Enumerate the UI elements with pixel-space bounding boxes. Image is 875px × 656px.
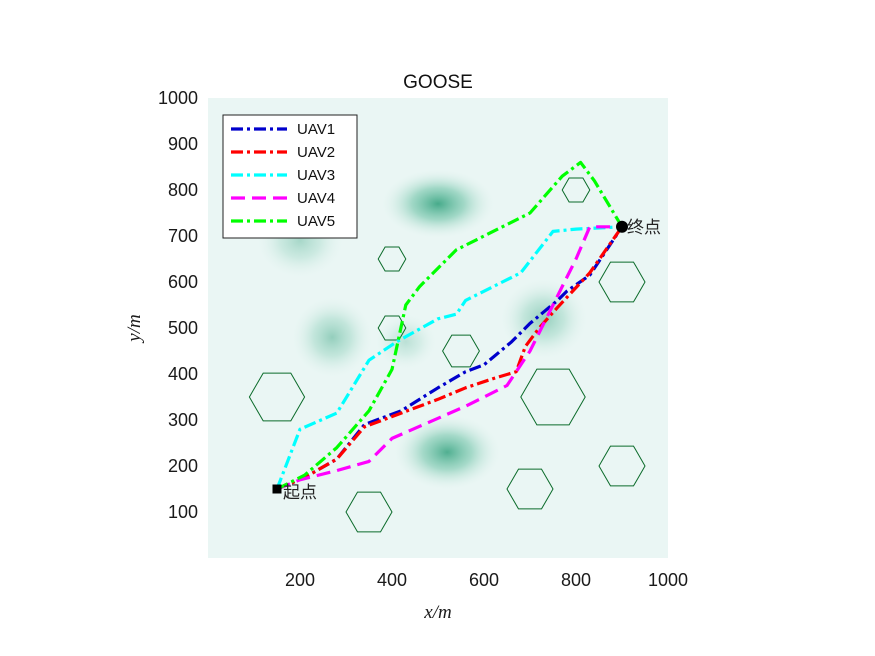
y-tick-label: 800 [168, 180, 198, 200]
terrain-peak [380, 168, 496, 240]
y-tick-label: 1000 [158, 88, 198, 108]
obstacle-hexagon [561, 177, 591, 203]
uav-paths [275, 160, 624, 491]
obstacle-hexagon [345, 491, 393, 533]
x-tick-label: 400 [377, 570, 407, 590]
x-tick-label: 800 [561, 570, 591, 590]
obstacle-hexagon [520, 368, 586, 426]
y-axis-label: y/m [124, 314, 145, 343]
obstacle-hexagon [377, 246, 407, 272]
start-marker [272, 484, 282, 494]
x-tick-label: 600 [469, 570, 499, 590]
y-tick-label: 300 [168, 410, 198, 430]
legend-box [222, 114, 358, 239]
endpoints: 起点 终点 [272, 218, 661, 503]
obstacle-hexagon [598, 445, 646, 487]
y-tick-label: 500 [168, 318, 198, 338]
y-tick-label: 700 [168, 226, 198, 246]
series-line-uav5 [276, 160, 624, 491]
legend-label-uav4: UAV4 [297, 190, 335, 207]
y-tick-label: 200 [168, 456, 198, 476]
obstacle-hexagon [248, 372, 306, 422]
legend: UAV1 UAV2 UAV3 UAV4 UAV5 [222, 114, 358, 239]
y-tick-label: 900 [168, 134, 198, 154]
obstacle-hexagon [506, 468, 554, 510]
obstacle-hexagon [598, 261, 646, 303]
legend-label-uav5: UAV5 [297, 213, 335, 230]
terrain-peak [392, 413, 502, 491]
plot-area: 起点 终点 [208, 98, 668, 558]
x-tick-label: 200 [285, 570, 315, 590]
y-tick-label: 100 [168, 502, 198, 522]
end-marker [616, 220, 628, 233]
end-label: 终点 [627, 218, 661, 238]
series-line-uav4 [276, 225, 622, 491]
legend-label-uav2: UAV2 [297, 144, 335, 161]
obstacle-hexagon [442, 334, 480, 368]
legend-label-uav3: UAV3 [297, 167, 335, 184]
terrain-peak [373, 312, 438, 371]
y-tick-label: 600 [168, 272, 198, 292]
x-tick-label: 1000 [648, 570, 688, 590]
legend-label-uav1: UAV1 [297, 121, 335, 138]
chart-title: GOOSE [403, 72, 473, 93]
series-line-uav3 [275, 225, 623, 490]
series-line-uav2 [276, 225, 624, 491]
start-label: 起点 [283, 483, 317, 503]
y-tick-label: 400 [168, 364, 198, 384]
obstacle-layer [248, 177, 646, 533]
x-axis-label: x/m [423, 602, 451, 623]
terrain-peaks [254, 168, 589, 491]
terrain-peak [290, 295, 375, 380]
axis-ticks: 200 400 600 800 1000 100 200 300 400 500 600 700 800… [158, 88, 688, 590]
